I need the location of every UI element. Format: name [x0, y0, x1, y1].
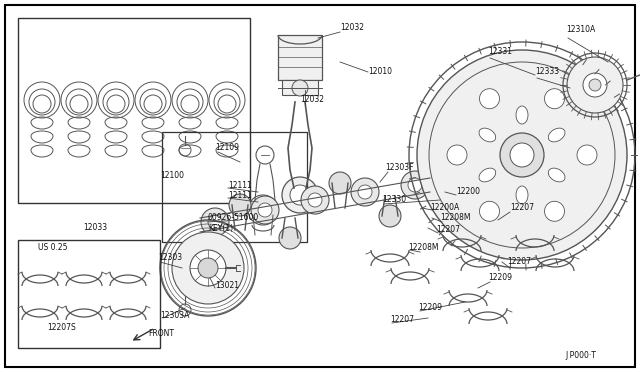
- Circle shape: [172, 232, 244, 304]
- Text: 12208M: 12208M: [440, 214, 470, 222]
- Text: 12207: 12207: [436, 225, 460, 234]
- Circle shape: [290, 185, 310, 205]
- Circle shape: [251, 196, 279, 224]
- Circle shape: [258, 203, 272, 217]
- Ellipse shape: [548, 128, 565, 142]
- Circle shape: [510, 143, 534, 167]
- Text: 12032: 12032: [300, 96, 324, 105]
- Bar: [162, 132, 307, 242]
- Text: 12010: 12010: [368, 67, 392, 77]
- Circle shape: [358, 185, 372, 199]
- Circle shape: [201, 208, 229, 236]
- Text: 00926-51600: 00926-51600: [208, 214, 259, 222]
- Bar: [18, 240, 160, 348]
- Circle shape: [229, 194, 251, 216]
- Circle shape: [447, 145, 467, 165]
- Text: 13021: 13021: [215, 280, 239, 289]
- Text: 12303F: 12303F: [385, 164, 413, 173]
- Circle shape: [351, 178, 379, 206]
- Text: 12207: 12207: [507, 257, 531, 266]
- Text: 12303A: 12303A: [160, 311, 189, 320]
- Ellipse shape: [516, 106, 528, 124]
- Ellipse shape: [516, 186, 528, 204]
- Circle shape: [567, 57, 623, 113]
- Text: 12209: 12209: [418, 304, 442, 312]
- Bar: [18, 18, 250, 203]
- Ellipse shape: [548, 168, 565, 182]
- Circle shape: [208, 215, 222, 229]
- Circle shape: [329, 172, 351, 194]
- Ellipse shape: [479, 128, 496, 142]
- Text: 12207S: 12207S: [47, 324, 76, 333]
- Text: KEY(1): KEY(1): [208, 224, 233, 232]
- Ellipse shape: [479, 168, 496, 182]
- Text: 12303: 12303: [158, 253, 182, 263]
- Circle shape: [292, 80, 308, 96]
- Circle shape: [583, 73, 607, 97]
- Circle shape: [190, 250, 226, 286]
- Circle shape: [479, 201, 499, 221]
- Text: 12200: 12200: [456, 187, 480, 196]
- Text: 12331: 12331: [488, 48, 512, 57]
- Text: 12207: 12207: [510, 203, 534, 212]
- Circle shape: [545, 201, 564, 221]
- Text: 12109: 12109: [215, 144, 239, 153]
- Circle shape: [589, 79, 601, 91]
- Circle shape: [417, 50, 627, 260]
- Circle shape: [545, 89, 564, 109]
- Text: 12208M: 12208M: [408, 243, 438, 251]
- Text: J P000·T: J P000·T: [565, 350, 596, 359]
- Text: 12330: 12330: [382, 196, 406, 205]
- Circle shape: [401, 171, 429, 199]
- Circle shape: [308, 193, 322, 207]
- Circle shape: [379, 205, 401, 227]
- Text: 12111: 12111: [228, 190, 252, 199]
- Text: 12209: 12209: [488, 273, 512, 282]
- Text: 12032: 12032: [340, 23, 364, 32]
- Circle shape: [500, 133, 544, 177]
- Text: US 0.25: US 0.25: [38, 244, 67, 253]
- Text: 12200A: 12200A: [430, 202, 460, 212]
- Circle shape: [577, 145, 597, 165]
- Circle shape: [198, 258, 218, 278]
- Circle shape: [408, 178, 422, 192]
- Text: 12333: 12333: [535, 67, 559, 77]
- Circle shape: [479, 89, 499, 109]
- Circle shape: [279, 227, 301, 249]
- Text: 12310A: 12310A: [566, 26, 595, 35]
- Text: FRONT: FRONT: [148, 330, 174, 339]
- Text: 12207: 12207: [390, 315, 414, 324]
- Text: 12111: 12111: [228, 180, 252, 189]
- Text: 12033: 12033: [83, 224, 107, 232]
- Circle shape: [301, 186, 329, 214]
- Bar: [278, 35, 322, 80]
- Text: 12100: 12100: [160, 170, 184, 180]
- Circle shape: [282, 177, 318, 213]
- Bar: [282, 80, 318, 95]
